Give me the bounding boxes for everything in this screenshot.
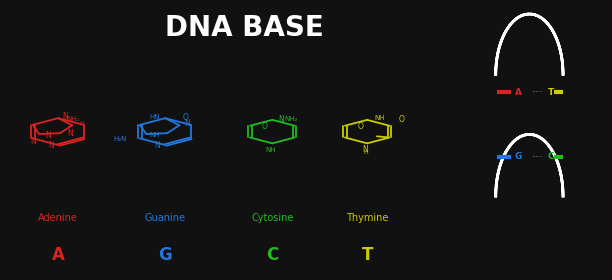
Text: N: N [184,119,190,129]
Text: NH: NH [265,146,276,153]
Text: A: A [51,246,65,264]
Text: Adenine: Adenine [38,213,78,223]
Text: O: O [183,113,188,122]
Text: G: G [159,246,172,264]
Text: H₂N: H₂N [114,136,127,142]
Text: O: O [399,115,405,124]
Text: ·····: ····· [531,154,542,160]
Text: DNA BASE: DNA BASE [165,14,324,42]
Text: NH: NH [374,115,385,122]
Text: NH₂: NH₂ [285,116,298,122]
Text: G: G [515,152,522,161]
Text: T: T [362,246,373,264]
Text: HN: HN [149,114,160,120]
Text: ·····: ····· [531,89,542,95]
Text: H: H [79,122,84,126]
Text: NH: NH [149,132,160,138]
Text: C: C [266,246,278,264]
Text: N: N [278,115,284,123]
Text: A: A [515,88,521,97]
Text: N: N [45,131,51,140]
Text: Cytosine: Cytosine [251,213,294,223]
Text: NH₂: NH₂ [66,116,79,122]
Text: N: N [154,141,160,150]
Text: Guanine: Guanine [145,213,185,223]
Text: C: C [548,152,554,161]
Text: H: H [363,150,368,155]
Text: N: N [362,145,368,154]
Text: N: N [48,141,54,150]
Text: T: T [548,88,554,97]
Text: N: N [67,129,73,138]
Text: N: N [62,112,69,121]
Text: Thymine: Thymine [346,213,389,223]
Text: N: N [30,137,35,146]
Text: O: O [262,122,267,131]
Text: O: O [358,122,364,131]
